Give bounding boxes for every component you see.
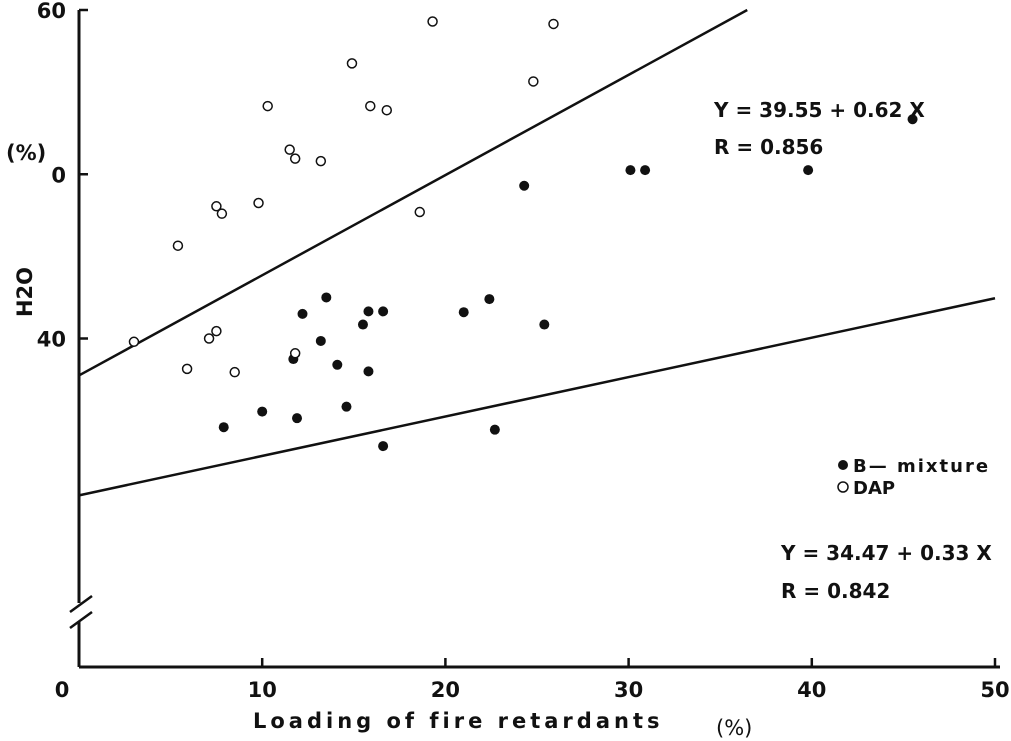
dap-point — [284, 144, 295, 155]
legend-label-bmix: B— mixture — [853, 456, 990, 477]
bmix-point — [341, 401, 352, 412]
bmix-point — [519, 180, 530, 191]
bmix-point — [484, 294, 495, 305]
x-axis-ticks: 0 10 20 30 40 50 — [55, 658, 1010, 702]
x-tick-label: 10 — [248, 678, 277, 702]
y-axis-unit: (%) — [6, 141, 46, 165]
bmix-point — [378, 441, 389, 452]
x-tick-label: 50 — [980, 678, 1009, 702]
x-axis-title: Loading of fire retardants — [253, 709, 663, 733]
bmix-point — [458, 307, 469, 318]
bmix-point — [321, 292, 332, 303]
dap-point — [229, 366, 240, 378]
regression-lines — [78, 8, 996, 497]
bmix-point — [907, 114, 918, 125]
bmix-point — [640, 165, 651, 176]
bmix-equation: Y = 34.47 + 0.33 X — [780, 541, 992, 565]
dap-point — [216, 208, 228, 219]
bmix-fit-line — [78, 297, 996, 497]
dap-point — [211, 201, 222, 212]
x-tick-label: 30 — [614, 678, 643, 702]
legend-filled-marker — [838, 460, 848, 470]
dap-point — [381, 104, 393, 116]
legend: B— mixture DAP — [837, 456, 990, 499]
dap-point — [172, 240, 184, 251]
bmix-r-value: R = 0.842 — [781, 579, 890, 603]
x-tick-label: 40 — [797, 678, 826, 702]
bmix-point — [292, 413, 303, 424]
axis-break-mark — [69, 594, 93, 630]
legend-open-marker — [837, 481, 849, 493]
dap-point — [414, 206, 426, 218]
x-axis-unit: (%) — [716, 716, 752, 740]
dap-point — [289, 153, 301, 164]
dap-point — [548, 18, 559, 30]
dap-point — [315, 155, 327, 167]
dap-point — [262, 100, 273, 112]
dap-point — [427, 16, 438, 27]
dap-point — [346, 58, 358, 69]
bmix-point — [625, 165, 636, 176]
dap-point — [528, 76, 539, 87]
dap-point — [181, 363, 193, 375]
x-tick-label: 0 — [55, 678, 70, 702]
bmix-point — [332, 359, 343, 370]
dap-fit-line — [78, 8, 748, 377]
bmix-point — [363, 366, 374, 377]
y-tick-label: 60 — [37, 0, 66, 23]
dap-point — [365, 100, 376, 112]
bmix-point — [257, 406, 268, 417]
dap-equation: Y = 39.55 + 0.62 X — [713, 98, 925, 122]
dap-point — [203, 333, 215, 344]
y-axis-title: H2O — [13, 267, 37, 317]
bmix-point — [378, 306, 389, 317]
bmix-point — [357, 319, 368, 330]
bmix-point — [315, 335, 326, 346]
bmix-point — [363, 306, 374, 317]
dap-point — [128, 336, 140, 348]
bmix-point — [803, 165, 814, 176]
dap-point — [211, 325, 222, 337]
x-tick-label: 20 — [431, 678, 460, 702]
y-axis-ticks: 40 0 60 — [37, 0, 88, 352]
y-tick-label: 0 — [51, 163, 66, 187]
dap-point — [289, 348, 301, 359]
bmix-point — [539, 319, 550, 330]
dap-r-value: R = 0.856 — [714, 135, 823, 159]
bmix-point — [297, 308, 308, 319]
bmix-point — [218, 422, 229, 433]
data-points — [128, 16, 918, 452]
y-tick-label: 40 — [37, 328, 66, 352]
bmix-point — [489, 424, 500, 435]
legend-label-dap: DAP — [853, 478, 895, 499]
dap-point — [253, 197, 264, 209]
